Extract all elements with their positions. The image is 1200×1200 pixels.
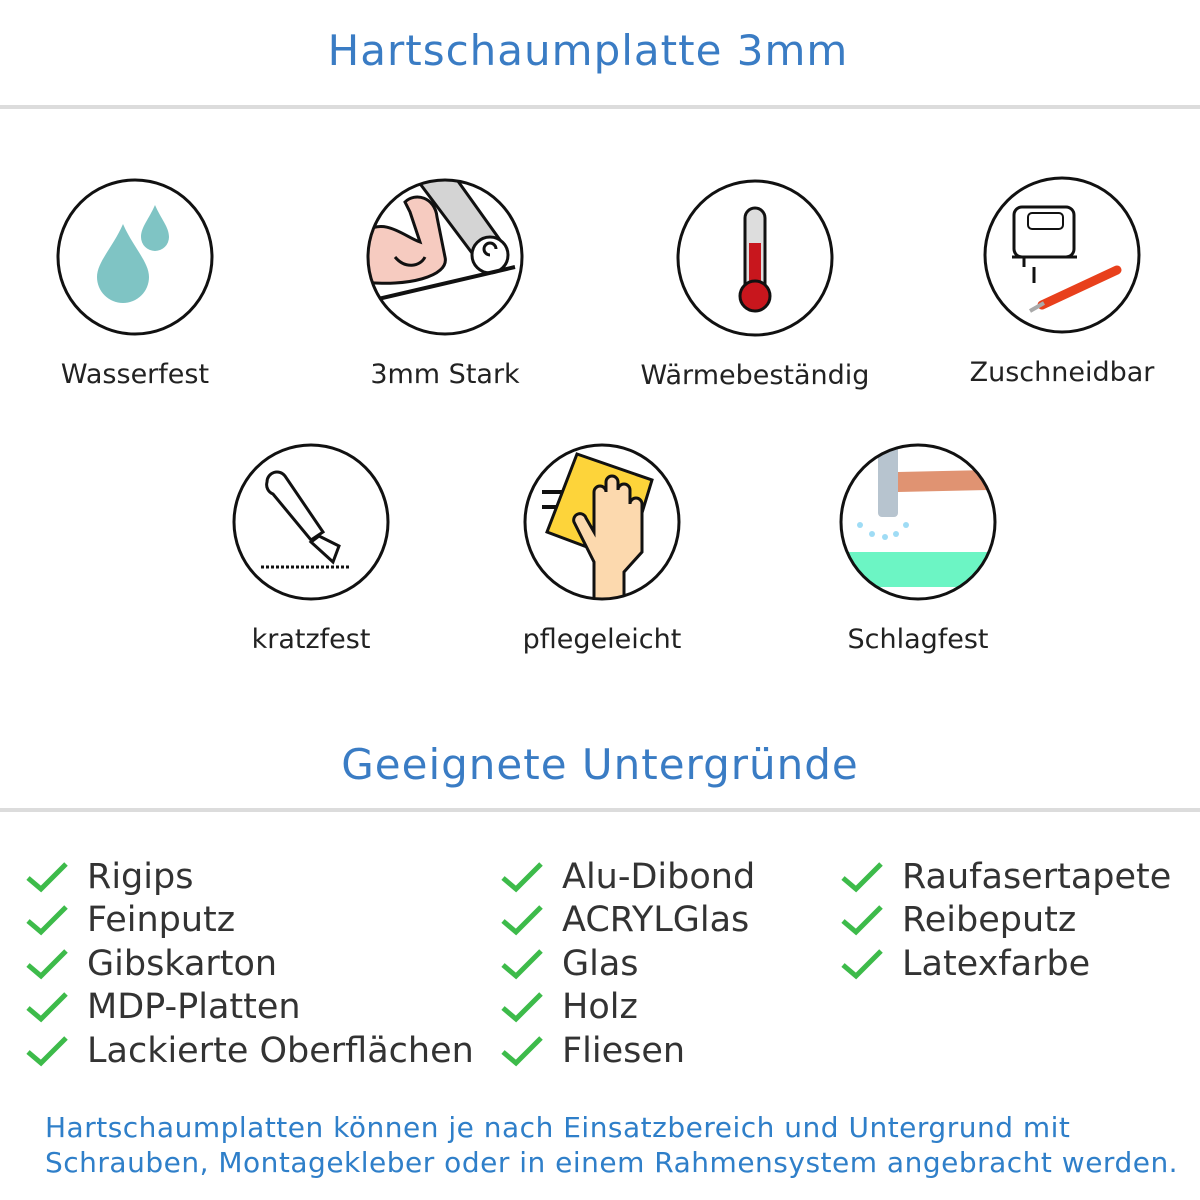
feature-label: Wasserfest <box>60 359 210 390</box>
list-item: ACRYLGlas <box>500 899 755 943</box>
divider <box>0 105 1200 109</box>
surface-label: Rigips <box>87 856 194 897</box>
check-icon <box>26 948 68 980</box>
list-item: Gibskarton <box>25 942 474 986</box>
feature-label: Schlagfest <box>847 624 989 655</box>
surface-label: ACRYLGlas <box>562 900 750 941</box>
surface-label: Raufasertapete <box>902 856 1172 897</box>
surface-label: Reibeputz <box>902 900 1077 941</box>
surface-label: Feinputz <box>87 900 236 941</box>
surface-label: Gibskarton <box>87 943 278 984</box>
surfaces-column-3: Raufasertapete Reibeputz Latexfarbe <box>840 855 1171 986</box>
feature-label: 3mm Stark <box>370 359 520 390</box>
list-item: Glas <box>500 942 755 986</box>
feature-label: kratzfest <box>251 624 371 655</box>
list-item: Rigips <box>25 855 474 899</box>
feature-3mm-stark: 3mm Stark <box>315 177 575 390</box>
footer-line-2: Schrauben, Montagekleber oder in einem R… <box>45 1146 1179 1179</box>
check-icon <box>26 861 68 893</box>
list-item: Reibeputz <box>840 899 1171 943</box>
feature-pflegeleicht: pflegeleicht <box>472 442 732 655</box>
check-icon <box>26 992 68 1023</box>
feature-wasserfest: Wasserfest <box>5 177 265 390</box>
page-title: Hartschaumplatte 3mm <box>327 26 849 75</box>
footer-line-1: Hartschaumplatten können je nach Einsatz… <box>45 1111 1071 1144</box>
surface-label: Lackierte Oberflächen <box>87 1030 474 1071</box>
list-item: Latexfarbe <box>840 942 1171 986</box>
surfaces-column-1: Rigips Feinputz Gibskarton MDP-Platten Lacki… <box>25 855 474 1073</box>
thermometer-icon <box>676 179 834 337</box>
check-icon <box>841 905 883 936</box>
check-icon <box>501 861 543 893</box>
surface-label: Alu-Dibond <box>562 856 756 897</box>
list-item: Alu-Dibond <box>500 855 755 899</box>
feature-label: Zuschneidbar <box>969 357 1155 388</box>
feature-schlagfest: Schlagfest <box>788 442 1048 655</box>
feature-label: pflegeleicht <box>522 624 682 655</box>
strong-arm-icon <box>366 178 524 336</box>
check-icon <box>501 992 543 1023</box>
check-icon <box>26 905 68 936</box>
check-icon <box>26 1035 68 1067</box>
feature-kratzfest: kratzfest <box>181 442 441 655</box>
feature-waermebestaendig: Wärmebeständig <box>625 178 885 391</box>
check-icon <box>841 948 883 980</box>
list-item: Lackierte Oberflächen <box>25 1029 474 1073</box>
surface-label: Holz <box>562 987 638 1028</box>
water-drops-icon <box>56 178 214 336</box>
list-item: Feinputz <box>25 899 474 943</box>
check-icon <box>501 1035 543 1067</box>
jigsaw-cutter-icon <box>983 176 1141 334</box>
feature-label: Wärmebeständig <box>640 360 870 391</box>
cleaning-hand-icon <box>523 443 681 601</box>
hammer-impact-icon <box>839 443 997 601</box>
list-item: Fliesen <box>500 1029 755 1073</box>
cutter-knife-icon <box>232 443 390 601</box>
surface-label: Latexfarbe <box>902 943 1091 984</box>
surface-label: Fliesen <box>562 1030 686 1071</box>
check-icon <box>501 948 543 980</box>
surface-label: Glas <box>562 943 639 984</box>
surfaces-column-2: Alu-Dibond ACRYLGlas Glas Holz Fliesen <box>500 855 755 1073</box>
list-item: Holz <box>500 986 755 1030</box>
check-icon <box>501 905 543 936</box>
list-item: Raufasertapete <box>840 855 1171 899</box>
surface-label: MDP-Platten <box>87 987 301 1028</box>
divider <box>0 808 1200 812</box>
feature-zuschneidbar: Zuschneidbar <box>932 175 1192 388</box>
check-icon <box>841 861 883 893</box>
footer-note: Hartschaumplatten können je nach Einsatz… <box>45 1110 1178 1180</box>
section-title: Geeignete Untergründe <box>341 740 859 789</box>
list-item: MDP-Platten <box>25 986 474 1030</box>
